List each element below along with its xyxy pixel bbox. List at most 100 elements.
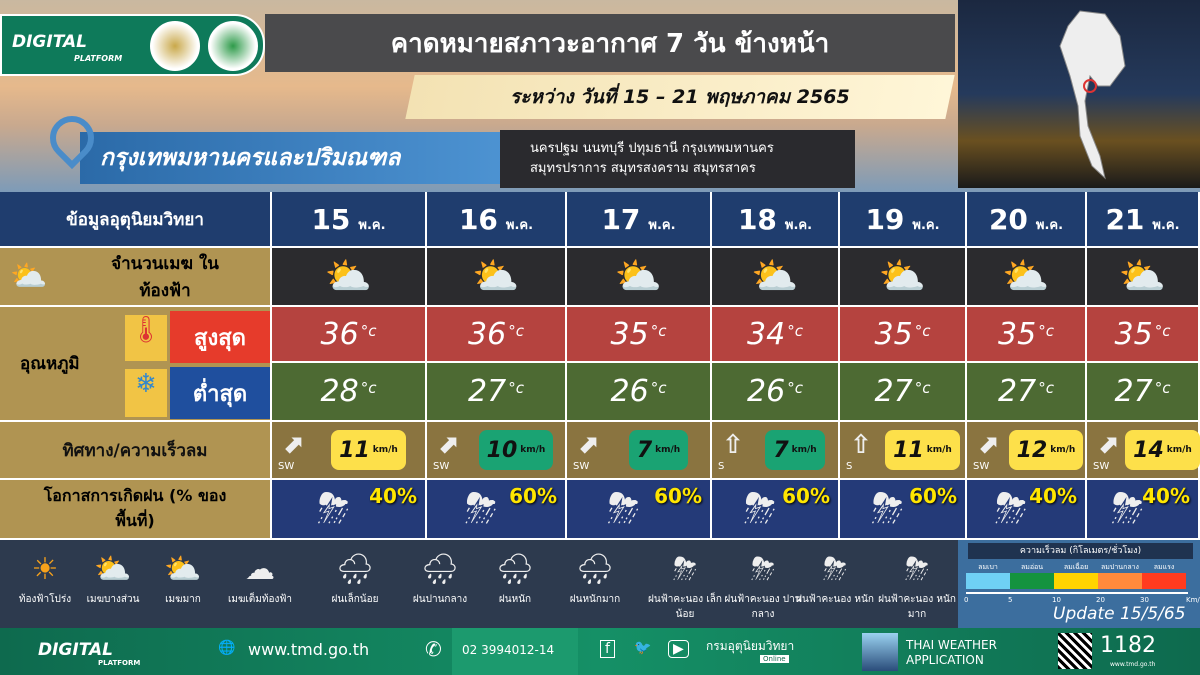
temp-label: อุณหภูมิ: [20, 354, 80, 374]
tmd-seal-icon: [208, 21, 258, 71]
min-temp: 26: [747, 374, 786, 409]
arrow-northeast-icon: ⬈: [437, 430, 459, 460]
max-temp: 34: [747, 316, 786, 352]
partly-cloudy-icon: ⛅: [751, 254, 799, 298]
unit-c: c: [922, 379, 931, 397]
header-banner: DIGITAL PLATFORM คาดหมายสภาวะอากาศ 7 วัน…: [0, 0, 1200, 192]
very-heavy-rain-icon: 🌧: [575, 552, 615, 587]
app-name-1: THAI WEATHER: [906, 638, 997, 652]
min-temp: 27: [468, 374, 507, 409]
max-temp-cell: 35 °c: [967, 307, 1087, 363]
partly-cloudy-icon: ⛅: [472, 254, 520, 298]
day-number: 18: [737, 202, 777, 236]
wind-speed-badge: 7 km/h: [628, 430, 689, 470]
max-temp: 36: [320, 316, 359, 352]
min-temp: 27: [1114, 374, 1153, 409]
day-header: 18 พ.ค.: [712, 192, 840, 248]
cloud-cell: ⛅: [1087, 248, 1200, 307]
wind-level-swatch: [1142, 573, 1186, 589]
min-temp: 26: [610, 374, 649, 409]
wind-speed-badge: 11 km/h: [331, 430, 406, 470]
wind-unit: km/h: [372, 445, 398, 455]
wind-cell: ⇧ S 7 km/h: [712, 422, 840, 480]
cloud-cell: ⛅: [427, 248, 567, 307]
cloud-cell: ⛅: [272, 248, 427, 307]
overcast-icon: ☁: [245, 552, 275, 587]
legend-label: ฝนฟ้าคะนอง หนัก: [796, 594, 874, 605]
day-header: 21 พ.ค.: [1087, 192, 1200, 248]
min-temp-cell: 27 °c: [427, 363, 567, 422]
dept-online: Online: [760, 655, 789, 663]
day-header: 20 พ.ค.: [967, 192, 1087, 248]
legend-item: ☁ เมฆเต็มท้องฟ้า: [215, 548, 305, 607]
legend-item: 🌧 ฝนเล็กน้อย: [310, 548, 400, 607]
ministry-seal-icon: [150, 21, 200, 71]
thunderstorm-icon: ⛈: [995, 486, 1027, 532]
wind-speed: 7: [636, 437, 653, 463]
rain-label: โอกาสการเกิดฝน (% ของพื้นที่): [43, 486, 227, 530]
wind-speed-legend: ความเร็วลม (กิโลเมตร/ชั่วโมง) ลมเบา ลมอ่อ…: [958, 540, 1200, 628]
max-temp: 35: [610, 316, 649, 352]
legend-label: เมฆเต็มท้องฟ้า: [227, 594, 293, 605]
wind-unit: Km/: [1186, 596, 1200, 604]
legend-label: ท้องฟ้าโปร่ง: [18, 594, 72, 605]
qr-code[interactable]: [1058, 633, 1092, 669]
wind-speed-badge: 7 km/h: [765, 430, 825, 470]
wind-tick: 10: [1052, 596, 1061, 604]
page-title: คาดหมายสภาวะอากาศ 7 วัน ข้างหน้า: [265, 14, 955, 72]
wind-tick: 5: [1008, 596, 1013, 604]
unit-c: c: [1162, 321, 1171, 340]
wind-unit: km/h: [791, 445, 817, 455]
rain-row-label: โอกาสการเกิดฝน (% ของพื้นที่): [0, 480, 272, 540]
wind-direction: SW: [573, 461, 590, 472]
phone-icon: ✆: [425, 637, 442, 661]
website-link[interactable]: www.tmd.go.th: [248, 640, 370, 659]
temp-row-label: อุณหภูมิ 🌡 สูงสุด ❄ ต่ำสุด: [0, 307, 272, 422]
date-range: ระหว่าง วันที่ 15 – 21 พฤษภาคม 2565: [405, 75, 955, 119]
partly-cloudy-icon: ⛅: [1002, 254, 1050, 298]
wind-direction: SW: [278, 461, 295, 472]
wind-speed: 7: [773, 437, 789, 463]
arrow-northeast-icon: ⬈: [1097, 430, 1119, 460]
sun-icon: ☀: [31, 552, 59, 587]
cloud-icon: ⛅: [10, 259, 48, 294]
legend-label: ฝนหนัก: [498, 594, 532, 605]
heavy-rain-icon: 🌧: [495, 552, 535, 587]
partly-cloudy-icon: ⛅: [324, 254, 373, 298]
day-number: 17: [601, 202, 641, 236]
rain-chance: 40%: [1142, 484, 1190, 508]
min-temp-cell: 28 °c: [272, 363, 427, 422]
facebook-icon[interactable]: f: [600, 640, 615, 658]
wind-speed-badge: 12 km/h: [1008, 430, 1084, 470]
rain-cell: ⛈ 60%: [427, 480, 567, 540]
wind-unit: km/h: [1166, 445, 1192, 455]
wind-label: ทิศทาง/ความเร็วลม: [62, 440, 208, 461]
wind-speed: 14: [1133, 437, 1164, 463]
max-label: สูงสุด: [170, 311, 270, 363]
twitter-icon[interactable]: 🐦: [634, 640, 652, 656]
month-abbr: พ.ค.: [1152, 217, 1180, 233]
legend-item: ⛈ ฝนฟ้าคะนอง เล็กน้อย: [640, 548, 730, 622]
month-abbr: พ.ค.: [358, 217, 386, 233]
max-temp-cell: 35 °c: [567, 307, 712, 363]
legend-label: เมฆบางส่วน: [86, 594, 140, 605]
mostly-cloudy-icon: ⛅: [164, 552, 202, 587]
legend-item: ⛈ ฝนฟ้าคะนอง ปานกลาง: [718, 548, 808, 622]
unit-c: c: [515, 321, 524, 340]
legend-item: ⛈ ฝนฟ้าคะนอง หนักมาก: [872, 548, 962, 622]
youtube-icon[interactable]: ▶: [668, 640, 689, 658]
arrow-up-icon: ⇧: [722, 430, 744, 460]
bangkok-night-photo: [958, 0, 1200, 188]
max-temp-cell: 36 °c: [272, 307, 427, 363]
provinces-line-1: นครปฐม นนทบุรี ปทุมธานี กรุงเทพมหานคร: [530, 141, 774, 156]
wind-level-swatch: [966, 573, 1010, 589]
rain-cell: ⛈ 40%: [272, 480, 427, 540]
partly-cloudy-icon: ⛅: [94, 552, 132, 587]
unit-c: c: [368, 321, 377, 340]
wind-tick: 20: [1096, 596, 1105, 604]
thai-weather-app-icon[interactable]: [862, 633, 898, 671]
day-number: 16: [458, 202, 498, 236]
legend-item: ⛈ ฝนฟ้าคะนอง หนัก: [790, 548, 880, 607]
min-temp: 27: [998, 374, 1037, 409]
phone-number[interactable]: 02 3994012-14: [462, 643, 555, 657]
